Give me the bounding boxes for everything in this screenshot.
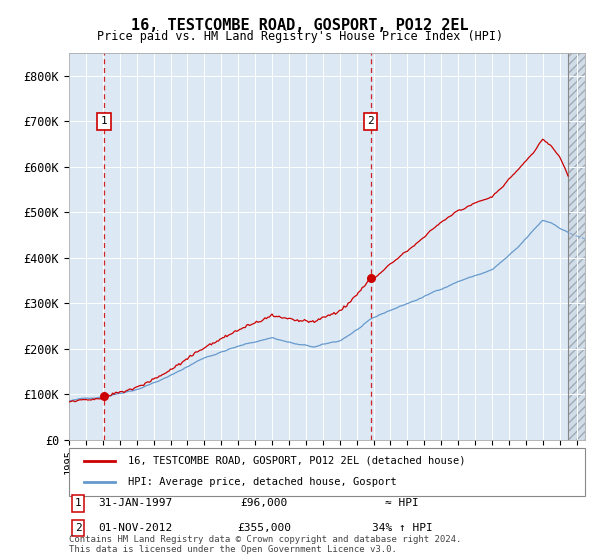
Text: 16, TESTCOMBE ROAD, GOSPORT, PO12 2EL (detached house): 16, TESTCOMBE ROAD, GOSPORT, PO12 2EL (d…: [128, 456, 466, 466]
Text: 16, TESTCOMBE ROAD, GOSPORT, PO12 2EL: 16, TESTCOMBE ROAD, GOSPORT, PO12 2EL: [131, 18, 469, 33]
Bar: [568, 53, 585, 440]
Text: £96,000: £96,000: [241, 498, 287, 508]
Text: 1: 1: [101, 116, 107, 127]
FancyBboxPatch shape: [69, 448, 585, 496]
Text: HPI: Average price, detached house, Gosport: HPI: Average price, detached house, Gosp…: [128, 477, 397, 487]
Point: [366, 274, 376, 283]
Text: 2: 2: [74, 523, 82, 533]
Text: ≈ HPI: ≈ HPI: [385, 498, 419, 508]
Bar: [568, 53, 585, 440]
Text: Contains HM Land Registry data © Crown copyright and database right 2024.
This d: Contains HM Land Registry data © Crown c…: [69, 535, 461, 554]
Text: 2: 2: [367, 116, 374, 127]
Text: 31-JAN-1997: 31-JAN-1997: [98, 498, 172, 508]
Text: 01-NOV-2012: 01-NOV-2012: [98, 523, 172, 533]
Point: [100, 391, 109, 400]
Text: Price paid vs. HM Land Registry's House Price Index (HPI): Price paid vs. HM Land Registry's House …: [97, 30, 503, 43]
Text: £355,000: £355,000: [237, 523, 291, 533]
Text: 34% ↑ HPI: 34% ↑ HPI: [371, 523, 433, 533]
Text: 1: 1: [74, 498, 82, 508]
